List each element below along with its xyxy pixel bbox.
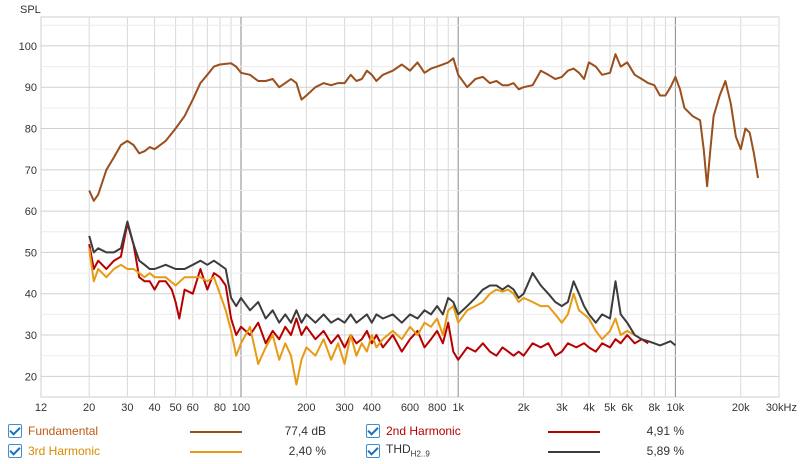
legend-line-thd xyxy=(548,451,600,453)
x-tick-label: 100 xyxy=(232,402,250,414)
x-tick-label: 800 xyxy=(428,402,446,414)
thd-label-subscript: H2..9 xyxy=(410,449,430,459)
legend-label-2nd-harmonic: 2nd Harmonic xyxy=(386,424,461,438)
x-tick-label: 300 xyxy=(335,402,353,414)
x-tick-label: 20 xyxy=(83,402,95,414)
x-tick-label: 5k xyxy=(604,402,616,414)
x-tick-label: 8k xyxy=(649,402,661,414)
legend-line-3rd-harmonic xyxy=(190,451,242,453)
legend-label-fundamental: Fundamental xyxy=(28,424,99,438)
x-tick-label: 80 xyxy=(214,402,226,414)
legend-value-3rd-harmonic: 2,40 % xyxy=(288,444,326,458)
x-tick-label: 30kHz xyxy=(766,402,797,414)
y-tick-label: 20 xyxy=(25,371,37,383)
frequency-response-chart: SPL 20 30 40 50 60 70 80 90 100 12 20 30 40 50 60 80 100… xyxy=(19,4,797,414)
y-tick-label: 30 xyxy=(25,330,37,342)
x-tick-label: 600 xyxy=(401,402,419,414)
y-tick-label: 90 xyxy=(25,82,37,94)
legend-label-3rd-harmonic: 3rd Harmonic xyxy=(28,444,101,458)
legend-label-thd: THDH2..9 xyxy=(386,442,430,458)
legend-line-fundamental xyxy=(190,431,242,433)
legend-line-2nd-harmonic xyxy=(548,431,600,433)
x-tick-label: 40 xyxy=(148,402,160,414)
series-line-2nd-harmonic xyxy=(88,222,649,361)
x-tick-label: 3k xyxy=(556,402,568,414)
legend-value-fundamental: 77,4 dB xyxy=(284,424,326,438)
3rd-harmonic-checkbox[interactable] xyxy=(8,444,22,458)
legend: Fundamental 77,4 dB 2nd Harmonic 4,91 % … xyxy=(0,418,800,463)
x-tick-label: 400 xyxy=(363,402,381,414)
x-tick-label: 20k xyxy=(732,402,750,414)
y-axis-label: SPL xyxy=(20,4,41,16)
x-tick-label: 4k xyxy=(583,402,595,414)
x-tick-label: 6k xyxy=(621,402,633,414)
y-tick-label: 40 xyxy=(25,289,37,301)
legend-value-thd: 5,89 % xyxy=(646,444,684,458)
x-tick-label: 10k xyxy=(666,402,684,414)
y-tick-label: 100 xyxy=(19,41,37,53)
2nd-harmonic-checkbox[interactable] xyxy=(366,424,380,438)
series-line-thd xyxy=(88,220,677,347)
y-tick-label: 50 xyxy=(25,247,37,259)
x-tick-label: 50 xyxy=(169,402,181,414)
series-line-3rd-harmonic xyxy=(88,248,636,386)
thd-label-text: THD xyxy=(386,442,411,456)
x-tick-label: 2k xyxy=(518,402,530,414)
legend-value-2nd-harmonic: 4,91 % xyxy=(646,424,684,438)
thd-checkbox[interactable] xyxy=(366,444,380,458)
y-tick-label: 70 xyxy=(25,165,37,177)
fundamental-checkbox[interactable] xyxy=(8,424,22,438)
x-tick-label: 30 xyxy=(121,402,133,414)
y-tick-label: 80 xyxy=(25,124,37,136)
y-tick-label: 60 xyxy=(25,206,37,218)
x-tick-label: 60 xyxy=(187,402,199,414)
series-line-fundamental xyxy=(88,53,759,202)
x-tick-label: 1k xyxy=(452,402,464,414)
x-tick-label: 12 xyxy=(35,402,47,414)
x-tick-label: 200 xyxy=(297,402,315,414)
